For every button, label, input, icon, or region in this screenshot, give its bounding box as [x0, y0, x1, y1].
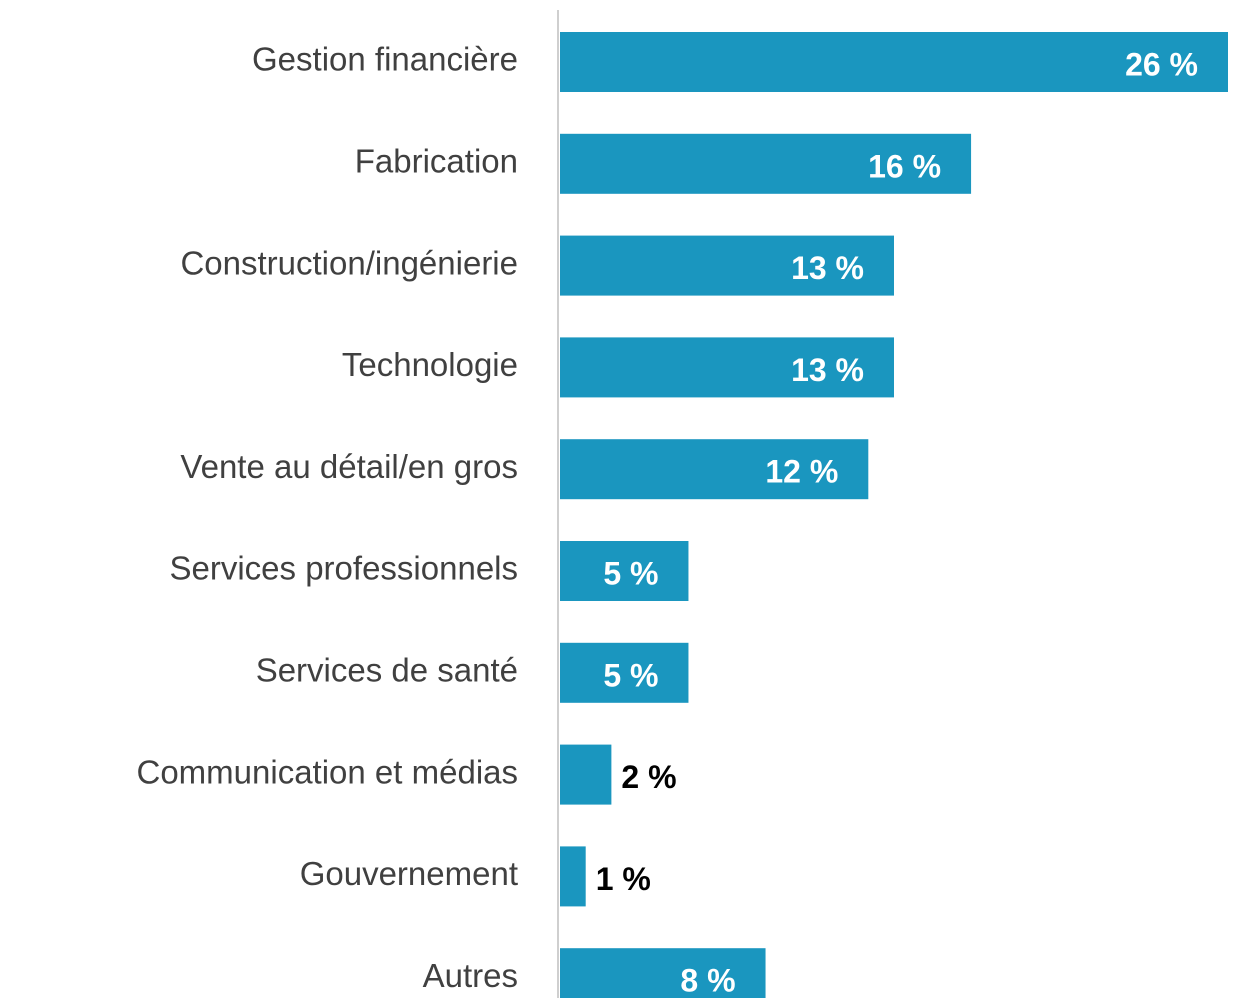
bar [560, 133, 972, 194]
category-label: Communication et médias [137, 753, 519, 790]
value-label: 16 % [868, 148, 941, 184]
value-label: 1 % [596, 861, 651, 897]
category-label: Services professionnels [170, 550, 519, 587]
category-label: Construction/ingénierie [180, 244, 518, 281]
bar [560, 948, 766, 998]
bar [560, 846, 586, 907]
bar [560, 541, 689, 601]
value-label: 5 % [603, 555, 658, 591]
category-label: Gouvernement [300, 855, 518, 892]
category-label: Services de santé [256, 652, 518, 689]
value-label: 13 % [791, 352, 864, 388]
category-label: Vente au détail/en gros [180, 448, 518, 485]
category-label: Autres [423, 957, 518, 994]
bar [560, 439, 869, 500]
value-label: 8 % [680, 963, 735, 998]
value-label: 12 % [765, 454, 838, 490]
value-label: 13 % [791, 250, 864, 286]
bar [560, 642, 689, 703]
category-label: Technologie [342, 346, 518, 383]
bar [560, 337, 894, 398]
bar [560, 32, 1228, 92]
value-label: 2 % [621, 759, 676, 795]
bar [560, 235, 894, 296]
value-label: 5 % [603, 657, 658, 693]
bar [560, 744, 612, 805]
value-label: 26 % [1125, 46, 1198, 82]
category-label: Fabrication [355, 143, 518, 180]
category-label: Gestion financière [252, 41, 518, 78]
